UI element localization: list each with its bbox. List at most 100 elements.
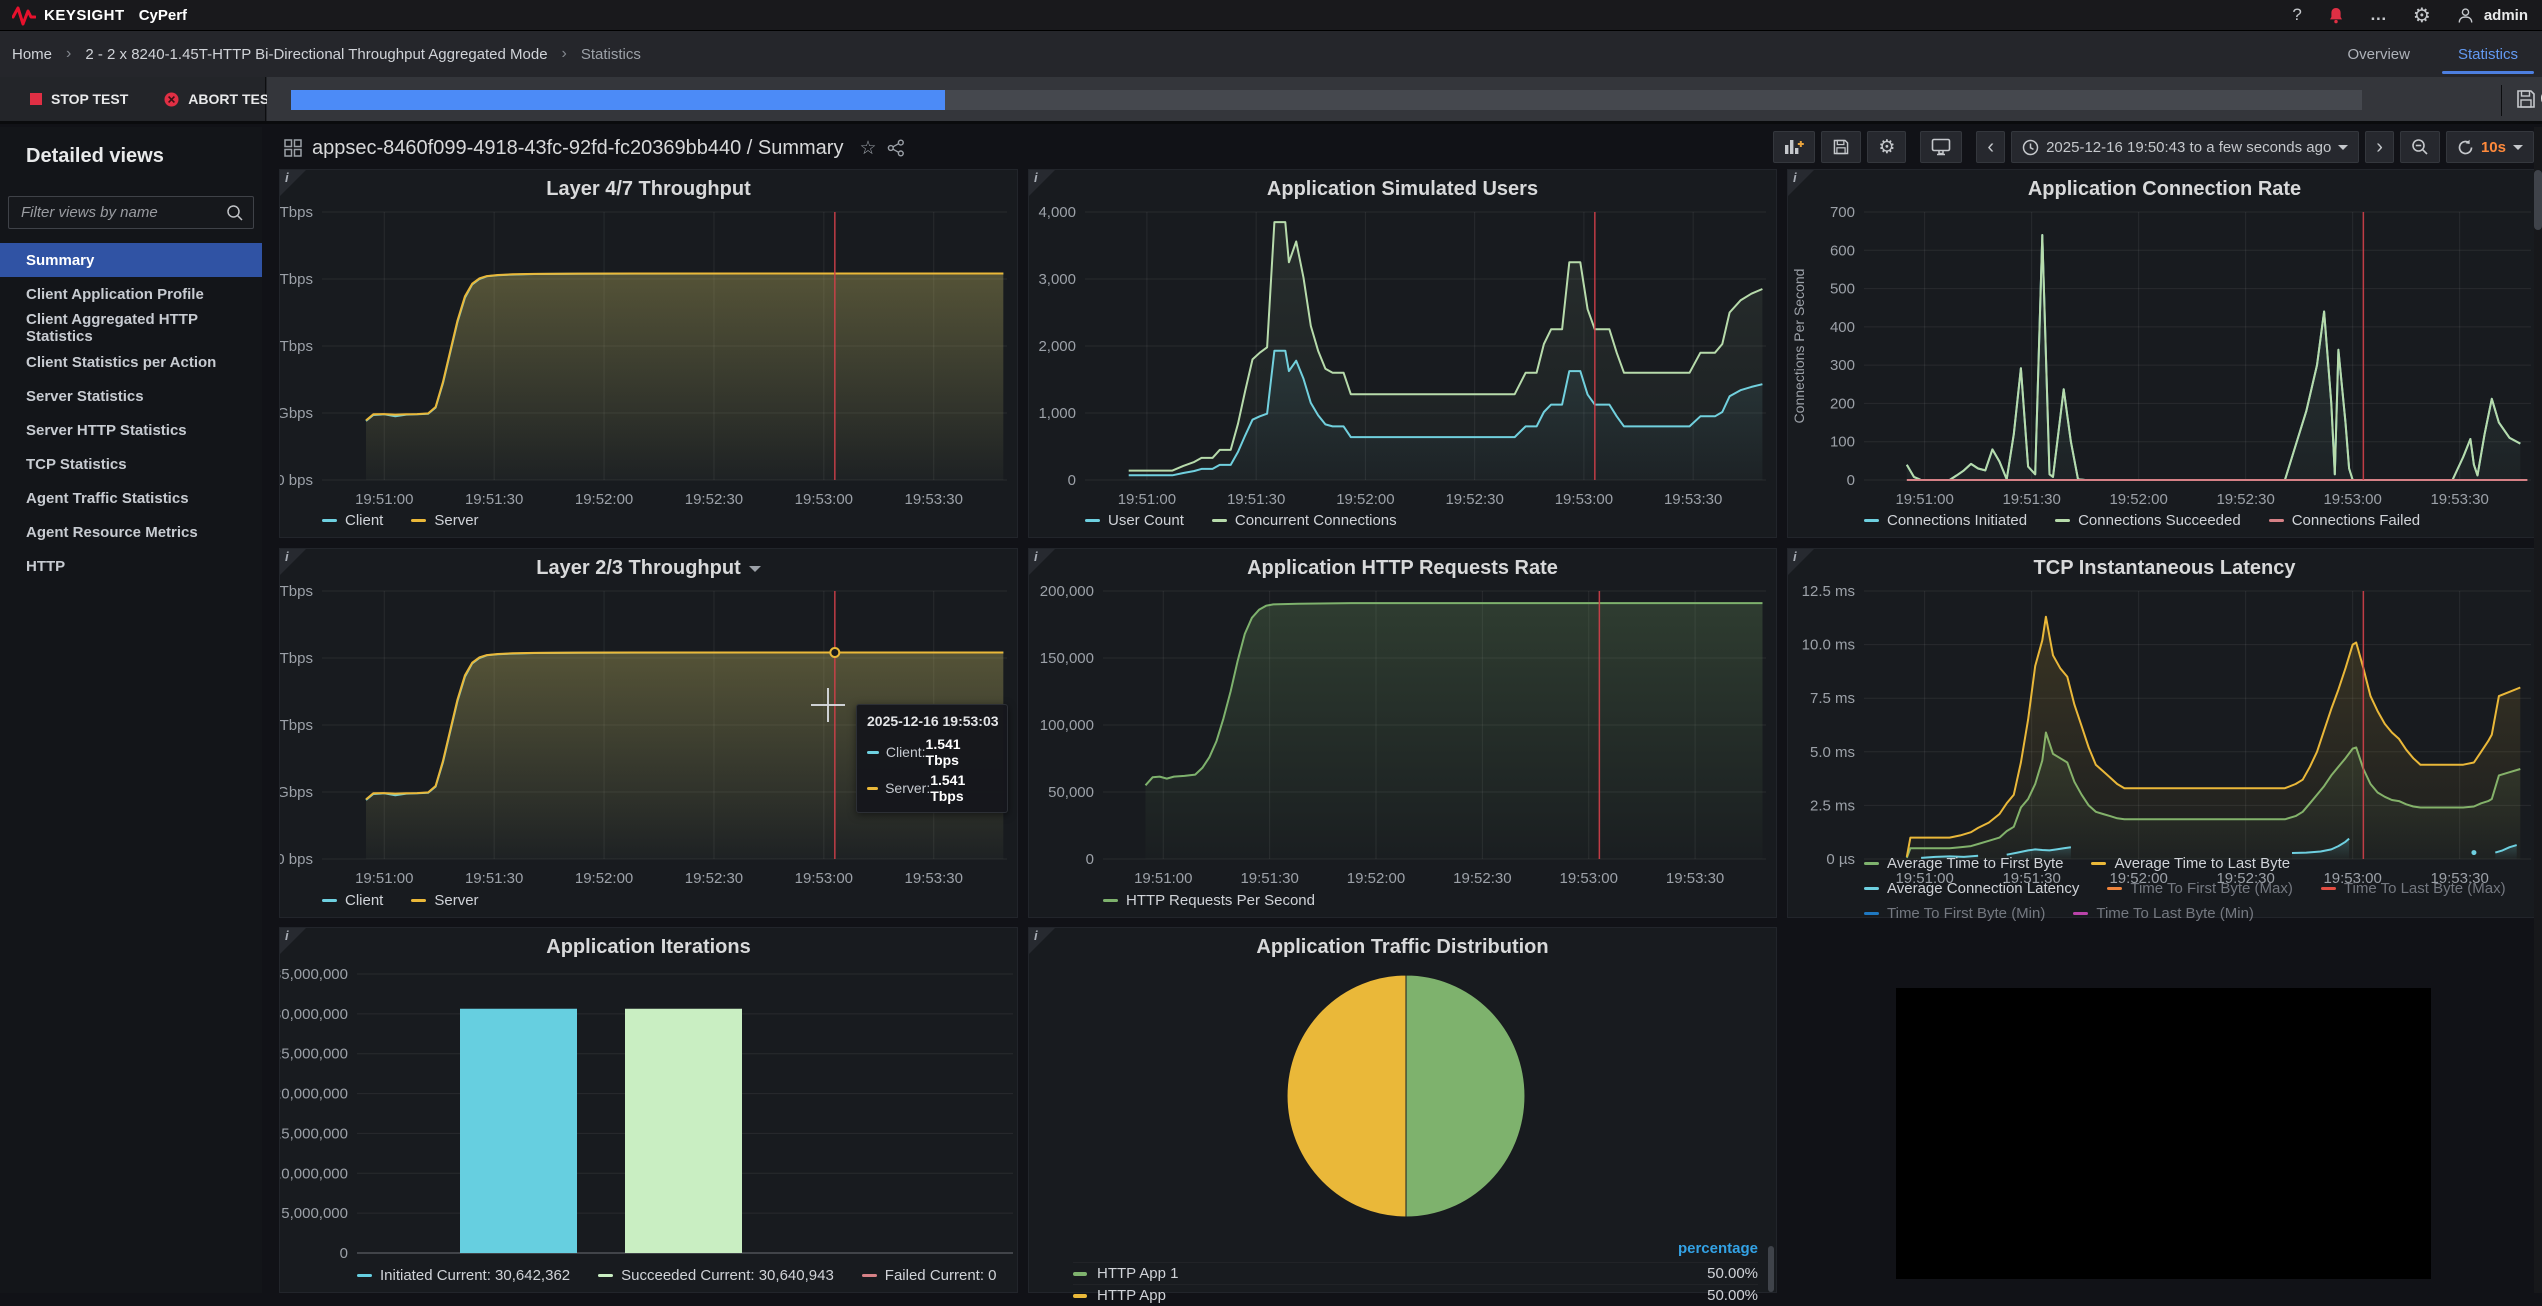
share-icon[interactable] bbox=[887, 139, 905, 157]
svg-text:2.0 Tbps: 2.0 Tbps bbox=[280, 204, 313, 221]
sidebar-item-tcp-statistics[interactable]: TCP Statistics bbox=[0, 447, 262, 481]
legend-item[interactable]: Initiated Current: 30,642,362 bbox=[357, 1267, 570, 1284]
legend-item[interactable]: Average Time to Last Byte bbox=[2091, 855, 2290, 872]
svg-text:5,000,000: 5,000,000 bbox=[281, 1205, 348, 1222]
time-range-back-button[interactable]: ‹ bbox=[1976, 131, 2005, 163]
pie-table-header[interactable]: percentage bbox=[1073, 1240, 1758, 1262]
legend-item[interactable]: Time To Last Byte (Max) bbox=[2321, 880, 2506, 897]
sidebar-item-client-aggregated-http-statistics[interactable]: Client Aggregated HTTP Statistics bbox=[0, 311, 262, 345]
panel-title[interactable]: Application HTTP Requests Rate bbox=[1029, 557, 1776, 580]
panel-title[interactable]: TCP Instantaneous Latency bbox=[1788, 557, 2541, 580]
sidebar-item-agent-traffic-statistics[interactable]: Agent Traffic Statistics bbox=[0, 481, 262, 515]
legend-item[interactable]: Succeeded Current: 30,640,943 bbox=[598, 1267, 834, 1284]
time-range-picker-button[interactable]: 2025-12-16 19:50:43 to a few seconds ago bbox=[2011, 131, 2359, 163]
panel-title[interactable]: Application Simulated Users bbox=[1029, 178, 1776, 201]
series-dash-icon bbox=[1864, 519, 1879, 522]
legend-item[interactable]: Failed Current: 0 bbox=[862, 1267, 997, 1284]
legend-item[interactable]: User Count bbox=[1085, 512, 1184, 529]
zoom-out-button[interactable] bbox=[2400, 131, 2440, 163]
legend-item[interactable]: Connections Failed bbox=[2269, 512, 2420, 529]
sidebar-item-client-statistics-per-action[interactable]: Client Statistics per Action bbox=[0, 345, 262, 379]
legend-item[interactable]: Time To Last Byte (Min) bbox=[2073, 905, 2254, 922]
series-dash-icon bbox=[322, 899, 337, 902]
legend-item[interactable]: Time To First Byte (Min) bbox=[1864, 905, 2045, 922]
more-menu-icon[interactable]: … bbox=[2370, 5, 2387, 25]
username-label[interactable]: admin bbox=[2484, 7, 2528, 24]
panel-info-icon[interactable]: i bbox=[1788, 549, 1814, 575]
series-dash-icon bbox=[1103, 899, 1118, 902]
settings-gear-icon[interactable]: ⚙ bbox=[2413, 3, 2431, 28]
panel-info-icon[interactable]: i bbox=[1029, 170, 1055, 196]
series-dash-icon bbox=[2107, 887, 2122, 890]
pie-legend-row[interactable]: HTTP App50.00% bbox=[1073, 1284, 1758, 1306]
legend-item[interactable]: Server bbox=[411, 892, 478, 909]
sidebar-item-http[interactable]: HTTP bbox=[0, 549, 262, 583]
dashboard-grid-icon[interactable] bbox=[284, 139, 302, 157]
legend-item[interactable]: Client bbox=[322, 512, 383, 529]
abort-test-button[interactable]: ABORT TEST bbox=[164, 91, 277, 107]
panel-info-icon[interactable]: i bbox=[280, 928, 306, 954]
svg-text:19:52:30: 19:52:30 bbox=[685, 491, 743, 508]
panel-title[interactable]: Layer 4/7 Throughput bbox=[280, 178, 1017, 201]
series-dash-icon bbox=[2091, 862, 2106, 865]
legend-item[interactable]: Average Connection Latency bbox=[1864, 880, 2079, 897]
stop-test-button[interactable]: STOP TEST bbox=[30, 91, 128, 107]
breadcrumb-home[interactable]: Home bbox=[12, 46, 52, 63]
pie-legend-scrollbar[interactable] bbox=[1768, 1246, 1774, 1292]
breadcrumb-test-name[interactable]: 2 - 2 x 8240-1.45T-HTTP Bi-Directional T… bbox=[85, 46, 547, 63]
panel-application-traffic-distribution: i Application Traffic Distribution perce… bbox=[1028, 927, 1777, 1293]
tooltip-row: Server: 1.541 Tbps bbox=[867, 772, 997, 804]
sidebar-item-agent-resource-metrics[interactable]: Agent Resource Metrics bbox=[0, 515, 262, 549]
svg-text:19:53:00: 19:53:00 bbox=[1560, 870, 1618, 887]
sidebar-item-client-application-profile[interactable]: Client Application Profile bbox=[0, 277, 262, 311]
breadcrumb-separator-icon: › bbox=[66, 45, 71, 63]
legend-item[interactable]: Average Time to First Byte bbox=[1864, 855, 2063, 872]
sidebar-item-server-http-statistics[interactable]: Server HTTP Statistics bbox=[0, 413, 262, 447]
refresh-button[interactable]: 10s bbox=[2446, 131, 2534, 163]
product-name: CyPerf bbox=[139, 7, 187, 24]
panel-title[interactable]: Application Traffic Distribution bbox=[1029, 936, 1776, 959]
dashboard-settings-button[interactable]: ⚙ bbox=[1867, 131, 1906, 163]
svg-text:19:51:30: 19:51:30 bbox=[1227, 491, 1285, 508]
legend-item[interactable]: Connections Initiated bbox=[1864, 512, 2027, 529]
sidebar-item-server-statistics[interactable]: Server Statistics bbox=[0, 379, 262, 413]
panel-info-icon[interactable]: i bbox=[1788, 170, 1814, 196]
sidebar-item-summary[interactable]: Summary bbox=[0, 243, 262, 277]
pie-legend-value: 50.00% bbox=[1707, 1265, 1758, 1282]
dashboard-title[interactable]: appsec-8460f099-4918-43fc-92fd-fc20369bb… bbox=[312, 137, 843, 160]
tab-overview[interactable]: Overview bbox=[2323, 31, 2434, 77]
series-dash-icon bbox=[411, 519, 426, 522]
favorite-star-icon[interactable]: ☆ bbox=[859, 137, 876, 160]
pie-legend-row[interactable]: HTTP App 150.00% bbox=[1073, 1262, 1758, 1284]
panel-info-icon[interactable]: i bbox=[280, 549, 306, 575]
panel-title[interactable]: Layer 2/3 Throughput bbox=[280, 557, 1017, 580]
panel-info-icon[interactable]: i bbox=[280, 170, 306, 196]
help-icon[interactable]: ? bbox=[2292, 5, 2301, 25]
legend-item[interactable]: Server bbox=[411, 512, 478, 529]
tab-statistics[interactable]: Statistics bbox=[2434, 31, 2542, 77]
panel-application-iterations: i Application Iterations 05,000,00010,00… bbox=[279, 927, 1018, 1293]
series-dash-icon bbox=[2073, 912, 2088, 915]
panel-info-icon[interactable]: i bbox=[1029, 928, 1055, 954]
svg-text:50,000: 50,000 bbox=[1048, 784, 1094, 801]
stop-icon bbox=[30, 93, 42, 105]
user-avatar-icon[interactable] bbox=[2457, 7, 2474, 24]
add-panel-button[interactable] bbox=[1773, 131, 1815, 163]
svg-text:30,000,000: 30,000,000 bbox=[280, 1006, 348, 1023]
legend-item[interactable]: Connections Succeeded bbox=[2055, 512, 2241, 529]
time-range-forward-button[interactable]: › bbox=[2365, 131, 2394, 163]
save-dashboard-button[interactable] bbox=[1821, 131, 1861, 163]
legend-item[interactable]: Client bbox=[322, 892, 383, 909]
page-scrollbar[interactable] bbox=[2534, 127, 2542, 1293]
panel-info-icon[interactable]: i bbox=[1029, 549, 1055, 575]
filter-views-input[interactable] bbox=[8, 196, 254, 229]
panel-title[interactable]: Application Iterations bbox=[280, 936, 1017, 959]
panel-title[interactable]: Application Connection Rate bbox=[1788, 178, 2541, 201]
series-dash-icon bbox=[322, 519, 337, 522]
notifications-bell-icon[interactable] bbox=[2328, 7, 2344, 24]
legend-item[interactable]: Concurrent Connections bbox=[1212, 512, 1397, 529]
legend-item[interactable]: Time To First Byte (Max) bbox=[2107, 880, 2293, 897]
kiosk-mode-button[interactable] bbox=[1920, 131, 1962, 163]
save-test-icon[interactable] bbox=[2515, 88, 2537, 115]
legend-item[interactable]: HTTP Requests Per Second bbox=[1103, 892, 1315, 909]
